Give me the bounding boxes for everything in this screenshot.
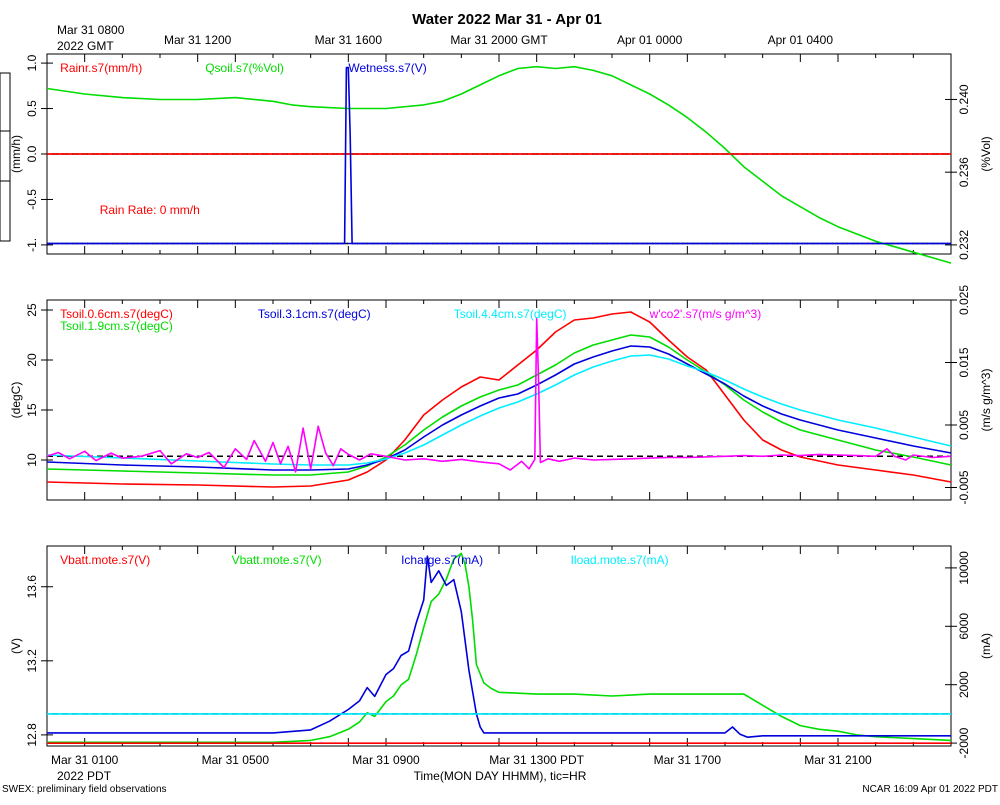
y-left-tick-label: -0.5 [25, 189, 39, 210]
y-left-axis-title: (V) [9, 638, 23, 654]
y-right-axis-title: (mA) [979, 633, 993, 659]
top-axis-tick-label: Apr 01 0000 [617, 33, 683, 47]
legend-entry: Tsoil.1.9cm.s7(degC) [60, 319, 173, 333]
y-left-tick-label: 13.6 [25, 575, 39, 599]
bottom-axis-tick-label: Mar 31 1700 [654, 753, 722, 767]
y-right-tick-label: 10000 [957, 551, 971, 585]
series-line-icharge-s7 [47, 555, 951, 739]
legend-entry: Icharge.s7(mA) [401, 553, 483, 567]
bottom-axis-tick-label: Mar 31 0900 [352, 753, 420, 767]
legend-entry: Rainr.s7(mm/h) [60, 61, 142, 75]
series-line-w-co2-s7 [46, 317, 952, 473]
series-line-qsoil-s7 [46, 65, 952, 264]
y-left-axis-title: (degC) [9, 382, 23, 419]
y-left-axis-title: (mm/h) [9, 135, 23, 173]
bottom-time-axis: Mar 31 0100 Mar 31 0500 Mar 31 0900 Mar 31 … [51, 753, 872, 767]
top-axis-tick-label: Mar 31 1600 [315, 33, 383, 47]
y-left-tick-label: 25 [25, 303, 39, 317]
annotation-note: Rain Rate: 0 mm/h [100, 203, 200, 217]
series-line-tsoil-0-6cm-s7 [46, 311, 952, 488]
legend-entry: Iload.mote.s7(mA) [571, 553, 669, 567]
y-left-tick-label: 15 [25, 403, 39, 417]
footer-timestamp: NCAR 16:09 Apr 01 2022 PDT [862, 784, 998, 795]
bottom-axis-tick-label: Mar 31 1300 PDT [489, 753, 584, 767]
y-left-tick-label: 10 [25, 453, 39, 467]
chart-panel-3: 13.6 13.2 12.8 10000 6000 2000 -2000 (V) (mA) Vba… [9, 545, 993, 758]
y-right-axis-title: (m/s g/m^3) [979, 369, 993, 432]
gmt-start-label: Mar 31 0800 [57, 23, 125, 37]
bottom-axis-tick-label: Mar 31 2100 [804, 753, 872, 767]
top-axis-tick-label: Mar 31 2000 GMT [450, 33, 548, 47]
y-left-tick-label: 0.5 [25, 100, 39, 117]
top-time-axis: Mar 31 1200 Mar 31 1600 Mar 31 2000 GMT Apr… [164, 33, 833, 47]
bottom-axis-tick-label: Mar 31 0500 [202, 753, 270, 767]
chart-panels: 1.0 0.5 0.0 -0.5 -1. 0.240 0.236 0.232 (mm/h) (%V… [9, 53, 993, 758]
gmt-year-label: 2022 GMT [57, 39, 114, 53]
legend-entry: Tsoil.4.4cm.s7(degC) [454, 307, 567, 321]
legend-entry: Wetness.s7(V) [348, 61, 426, 75]
chart-panel-1: 1.0 0.5 0.0 -0.5 -1. 0.240 0.236 0.232 (mm/h) (%V… [9, 53, 993, 264]
legend-entry: Vbatt.mote.s7(V) [232, 553, 322, 567]
y-right-tick-label: -0.005 [957, 470, 971, 504]
legend-entry: Qsoil.s7(%Vol) [205, 61, 284, 75]
y-right-tick-label: 0.015 [957, 347, 971, 377]
chart-title: Water 2022 Mar 31 - Apr 01 [412, 11, 602, 28]
x-axis-label: Time(MON DAY HHMM), tic=HR [414, 769, 587, 783]
legend-entry: Tsoil.0.6cm.s7(degC) [60, 307, 173, 321]
pdt-year-label: 2022 PDT [57, 769, 112, 783]
chart-panel-2: 25 20 15 10 0.025 0.015 0.005 -0.005 (degC) (m/s … [9, 285, 993, 505]
y-right-tick-label: -2000 [957, 727, 971, 758]
y-left-tick-label: 13.2 [25, 649, 39, 673]
legend-entry: w'co2'.s7(m/s g/m^3) [649, 307, 762, 321]
y-left-tick-label: 12.8 [25, 723, 39, 747]
y-right-tick-label: 0.005 [957, 410, 971, 440]
legend-entry: Vbatt.mote.s7(V) [60, 553, 150, 567]
top-axis-tick-label: Mar 31 1200 [164, 33, 232, 47]
y-right-tick-label: 0.240 [957, 84, 971, 114]
series-line-tsoil-3-1cm-s7 [46, 345, 952, 471]
footer-source: SWEX: preliminary field observations [2, 784, 167, 795]
side-scale-box [0, 72, 11, 242]
series-line-wetness-s7 [47, 66, 951, 245]
y-right-tick-label: 0.232 [957, 230, 971, 260]
y-right-tick-label: 0.236 [957, 157, 971, 187]
y-right-tick-label: 0.025 [957, 285, 971, 315]
top-axis-tick-label: Apr 01 0400 [768, 33, 834, 47]
y-right-tick-label: 2000 [957, 671, 971, 698]
y-right-axis-title: (%Vol) [979, 136, 993, 171]
y-right-tick-label: 6000 [957, 613, 971, 640]
y-left-tick-label: -1. [25, 238, 39, 252]
y-left-tick-label: 0.0 [25, 145, 39, 162]
y-left-tick-label: 1.0 [25, 54, 39, 71]
bottom-axis-tick-label: Mar 31 0100 [51, 753, 119, 767]
series-line-tsoil-4-4cm-s7 [46, 354, 952, 466]
series-line-tsoil-1-9cm-s7 [46, 334, 952, 476]
y-left-tick-label: 20 [25, 353, 39, 367]
legend-entry: Tsoil.3.1cm.s7(degC) [258, 307, 371, 321]
